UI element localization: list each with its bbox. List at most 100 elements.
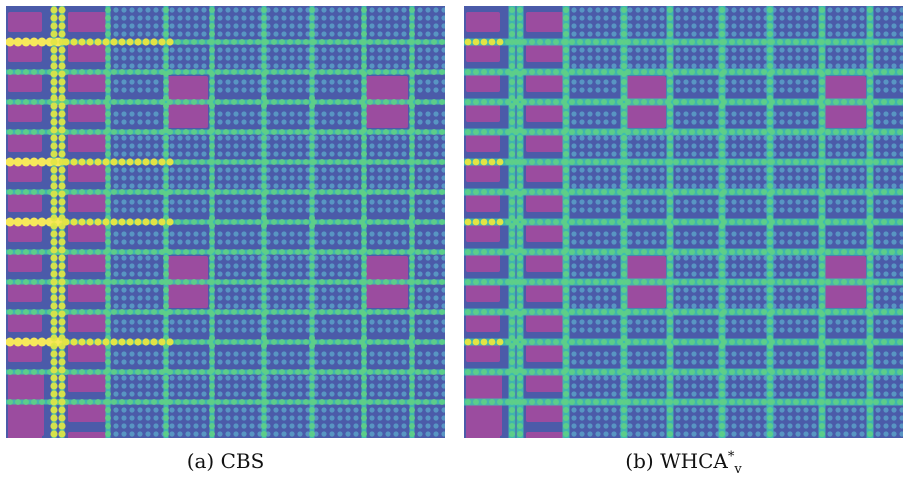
rack-cell xyxy=(731,263,737,269)
rack-cell xyxy=(113,423,119,429)
corridor-node xyxy=(127,189,133,195)
congestion-hotspot xyxy=(166,338,174,346)
rack-cell xyxy=(883,415,889,421)
rack-cell xyxy=(137,431,143,437)
rack-cell xyxy=(129,111,135,117)
corridor-node xyxy=(105,31,111,37)
rack-cell xyxy=(755,359,761,365)
rack-cell xyxy=(401,55,407,61)
corridor-node xyxy=(625,339,631,345)
rack-cell xyxy=(417,79,423,85)
corridor-node xyxy=(399,189,405,195)
corridor-node xyxy=(553,39,559,45)
corridor-node xyxy=(793,159,799,165)
rack-cell xyxy=(747,87,753,93)
rack-cell xyxy=(675,359,681,365)
rack-cell xyxy=(353,407,359,413)
congestion-hotspot xyxy=(58,286,66,294)
corridor-node xyxy=(473,249,479,255)
congestion-hotspot xyxy=(58,390,66,398)
rack-cell xyxy=(417,351,423,357)
rack-cell xyxy=(217,375,223,381)
corridor-node xyxy=(641,159,647,165)
rack-cell xyxy=(441,55,445,61)
rack-cell xyxy=(121,151,127,157)
corridor-node xyxy=(295,399,301,405)
corridor-node xyxy=(261,7,267,13)
rack-cell xyxy=(803,287,809,293)
rack-cell xyxy=(217,295,223,301)
corridor-node xyxy=(473,279,479,285)
corridor-node xyxy=(309,111,315,117)
rack-cell xyxy=(329,175,335,181)
rack-cell xyxy=(707,319,713,325)
corridor-node xyxy=(391,219,397,225)
corridor-node xyxy=(175,129,181,135)
corridor-node xyxy=(873,279,879,285)
rack-cell xyxy=(233,407,239,413)
corridor-node xyxy=(351,369,357,375)
rack-cell xyxy=(595,183,601,189)
rack-cell xyxy=(121,407,127,413)
corridor-node xyxy=(261,359,267,365)
rack-cell xyxy=(353,55,359,61)
rack-cell xyxy=(899,143,903,149)
rack-cell xyxy=(811,431,817,437)
rack-cell xyxy=(233,351,239,357)
corridor-node xyxy=(261,423,267,429)
rack-cell xyxy=(611,359,617,365)
rack-cell xyxy=(225,263,231,269)
rack-cell xyxy=(779,375,785,381)
rack-cell xyxy=(273,287,279,293)
rack-cell xyxy=(571,239,577,245)
rack-cell xyxy=(369,47,375,53)
rack-cell xyxy=(353,167,359,173)
rack-cell xyxy=(891,271,897,277)
corridor-node xyxy=(569,129,575,135)
congestion-hotspot xyxy=(50,6,58,14)
rack-cell xyxy=(659,391,665,397)
rack-cell xyxy=(875,111,881,117)
rack-cell xyxy=(145,327,151,333)
corridor-node xyxy=(261,271,267,277)
rack-cell xyxy=(329,303,335,309)
congestion-hotspot xyxy=(29,37,39,47)
corridor-node xyxy=(343,159,349,165)
rack-cell xyxy=(297,183,303,189)
corridor-node xyxy=(705,309,711,315)
rack-cell xyxy=(169,415,175,421)
rack-cell xyxy=(289,407,295,413)
rack-cell xyxy=(241,415,247,421)
rack-cell xyxy=(787,23,793,29)
rack-cell xyxy=(137,87,143,93)
rack-cell xyxy=(241,151,247,157)
rack-cell xyxy=(835,135,841,141)
corridor-node xyxy=(809,219,815,225)
rack-cell xyxy=(201,231,207,237)
rack-cell xyxy=(787,295,793,301)
corridor-node xyxy=(261,87,267,93)
congestion-hotspot xyxy=(118,338,126,346)
storage-block-left xyxy=(466,42,500,62)
rack-cell xyxy=(587,135,593,141)
corridor-node xyxy=(163,127,169,133)
corridor-node xyxy=(537,129,543,135)
corridor-node xyxy=(175,339,181,345)
rack-cell xyxy=(643,431,649,437)
corridor-node xyxy=(545,249,551,255)
congestion-hotspot xyxy=(126,338,134,346)
rack-cell xyxy=(225,375,231,381)
congestion-hotspot xyxy=(58,366,66,374)
corridor-node xyxy=(833,39,839,45)
rack-cell xyxy=(441,199,445,205)
corridor-node xyxy=(163,111,169,117)
rack-cell xyxy=(121,63,127,69)
rack-cell xyxy=(587,31,593,37)
rack-cell xyxy=(779,31,785,37)
corridor-node xyxy=(873,69,879,75)
corridor-node xyxy=(303,129,309,135)
rack-cell xyxy=(345,327,351,333)
rack-cell xyxy=(571,55,577,61)
rack-cell xyxy=(297,303,303,309)
storage-block-left xyxy=(8,222,42,242)
